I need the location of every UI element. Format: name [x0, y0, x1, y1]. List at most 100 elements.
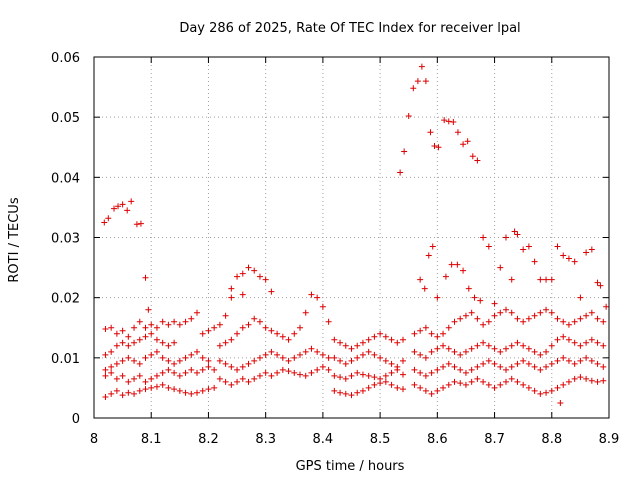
data-point — [234, 273, 241, 280]
data-point — [411, 381, 418, 388]
data-point — [445, 118, 452, 125]
data-point — [520, 381, 527, 388]
data-point — [354, 354, 361, 361]
data-point — [228, 381, 235, 388]
data-point — [457, 366, 464, 373]
data-point — [337, 357, 344, 364]
data-point — [377, 380, 384, 387]
data-point — [199, 387, 206, 394]
data-point — [411, 366, 418, 373]
data-point — [600, 363, 607, 370]
data-point — [101, 219, 108, 226]
data-point — [308, 291, 315, 298]
data-point — [331, 336, 338, 343]
data-point — [165, 366, 172, 373]
data-point — [445, 381, 452, 388]
data-point — [365, 384, 372, 391]
data-point — [471, 294, 478, 301]
data-point — [239, 270, 246, 277]
data-point — [337, 339, 344, 346]
data-point — [216, 375, 223, 382]
data-point — [371, 374, 378, 381]
data-point — [108, 324, 115, 331]
data-point — [514, 315, 521, 322]
x-tick-label: 8 — [90, 432, 98, 447]
data-point — [583, 339, 590, 346]
data-point — [594, 378, 601, 385]
data-point — [571, 258, 578, 265]
data-point — [531, 387, 538, 394]
x-tick-label: 8.9 — [599, 432, 620, 447]
data-point — [148, 375, 155, 382]
data-point — [440, 330, 447, 337]
data-point — [508, 363, 515, 370]
data-point — [108, 390, 115, 397]
data-point — [239, 363, 246, 370]
data-point — [113, 387, 120, 394]
data-point — [560, 333, 567, 340]
data-point — [577, 315, 584, 322]
data-point — [508, 342, 515, 349]
data-point — [216, 357, 223, 364]
data-point — [348, 392, 355, 399]
data-point — [205, 327, 212, 334]
data-point — [136, 318, 143, 325]
data-point — [422, 387, 429, 394]
data-point — [548, 276, 555, 283]
data-point — [133, 221, 140, 228]
data-point — [115, 203, 122, 210]
data-point — [274, 369, 281, 376]
data-point — [211, 384, 218, 391]
y-tick-label: 0.05 — [51, 111, 80, 126]
data-point — [245, 360, 252, 367]
data-point — [256, 318, 263, 325]
data-point — [382, 378, 389, 385]
data-point — [451, 348, 458, 355]
data-point — [331, 372, 338, 379]
data-point — [557, 399, 564, 406]
data-point — [460, 267, 467, 274]
data-point — [165, 357, 172, 364]
data-point — [194, 369, 200, 376]
data-point — [337, 389, 344, 396]
data-point — [480, 234, 487, 241]
data-point — [348, 357, 355, 364]
data-point — [434, 366, 441, 373]
data-point — [503, 306, 509, 313]
data-point — [291, 354, 298, 361]
data-point — [148, 321, 155, 328]
data-point — [274, 330, 281, 337]
data-point — [153, 336, 160, 343]
data-point — [491, 384, 498, 391]
data-point — [400, 357, 406, 364]
data-point — [411, 348, 418, 355]
data-point — [421, 285, 428, 292]
data-point — [508, 309, 515, 316]
data-point — [425, 252, 432, 259]
data-point — [119, 339, 126, 346]
data-point — [136, 336, 143, 343]
data-point — [262, 351, 269, 358]
data-point — [171, 360, 178, 367]
data-point — [314, 366, 321, 373]
data-point — [251, 315, 258, 322]
data-point — [131, 339, 138, 346]
data-point — [119, 357, 126, 364]
data-point — [588, 357, 595, 364]
data-point — [102, 372, 109, 379]
data-point — [234, 330, 241, 337]
data-point — [451, 318, 458, 325]
data-point — [491, 300, 498, 307]
data-point — [543, 389, 550, 396]
data-point — [205, 357, 212, 364]
data-point — [268, 372, 275, 379]
data-point — [222, 360, 229, 367]
data-point — [148, 330, 155, 337]
x-tick-label: 8.1 — [141, 432, 162, 447]
data-point — [145, 306, 152, 313]
y-tick-label: 0.06 — [51, 51, 80, 66]
data-point — [382, 372, 389, 379]
data-point — [137, 220, 144, 227]
data-point — [354, 369, 361, 376]
